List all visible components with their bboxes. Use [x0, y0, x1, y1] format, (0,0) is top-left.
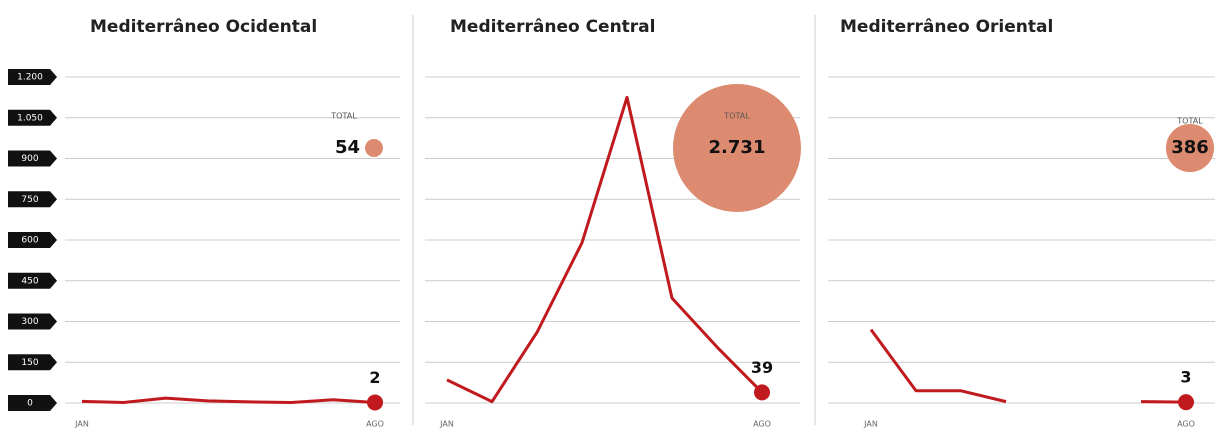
y-tick-label: 450	[21, 276, 38, 286]
end-label: 2	[369, 368, 380, 387]
total-value: 386	[1171, 137, 1209, 158]
panel-title: Mediterrâneo Oriental	[840, 17, 1053, 37]
y-tick-tag	[8, 313, 57, 330]
total-caption: TOTAL	[330, 112, 357, 121]
end-label: 39	[751, 358, 773, 377]
total-caption: TOTAL	[1176, 116, 1203, 125]
y-tick-label: 900	[21, 154, 38, 164]
panel-title: Mediterrâneo Central	[450, 17, 656, 37]
end-dot	[1178, 394, 1194, 411]
end-dot	[367, 394, 383, 411]
total-value: 54	[335, 137, 360, 158]
y-tick-tag	[8, 272, 57, 289]
x-tick-label: JAN	[863, 420, 878, 429]
total-value: 2.731	[709, 137, 766, 158]
x-tick-label: AGO	[753, 420, 771, 429]
y-tick-tag	[8, 69, 57, 85]
y-tick-label: 750	[21, 195, 38, 205]
x-tick-label: AGO	[1177, 420, 1195, 429]
x-tick-label: JAN	[74, 420, 89, 429]
y-tick-tag	[8, 354, 57, 371]
total-bubble	[1165, 123, 1215, 173]
x-tick-label: JAN	[439, 420, 454, 429]
line	[81, 396, 376, 404]
y-tick-label: 0	[27, 399, 33, 409]
y-tick-label: 1.200	[17, 73, 43, 83]
y-tick-tag	[8, 191, 57, 208]
line	[446, 95, 764, 404]
y-tick-tag	[8, 109, 57, 126]
y-tick-label: 600	[21, 236, 38, 246]
x-tick-label: AGO	[366, 420, 384, 429]
y-tick-label: 300	[21, 317, 38, 327]
total-bubble	[673, 84, 801, 212]
total-caption: TOTAL	[723, 112, 750, 121]
line	[869, 328, 1187, 404]
y-tick-tag	[8, 395, 57, 411]
end-dot	[754, 384, 770, 401]
y-tick-tag	[8, 232, 57, 248]
y-tick-tag	[8, 150, 57, 167]
y-tick-label: 150	[21, 358, 38, 368]
total-bubble	[365, 139, 383, 157]
panel-title: Mediterrâneo Ocidental	[90, 17, 317, 37]
end-label: 3	[1180, 368, 1191, 387]
y-tick-label: 1.050	[17, 113, 43, 123]
